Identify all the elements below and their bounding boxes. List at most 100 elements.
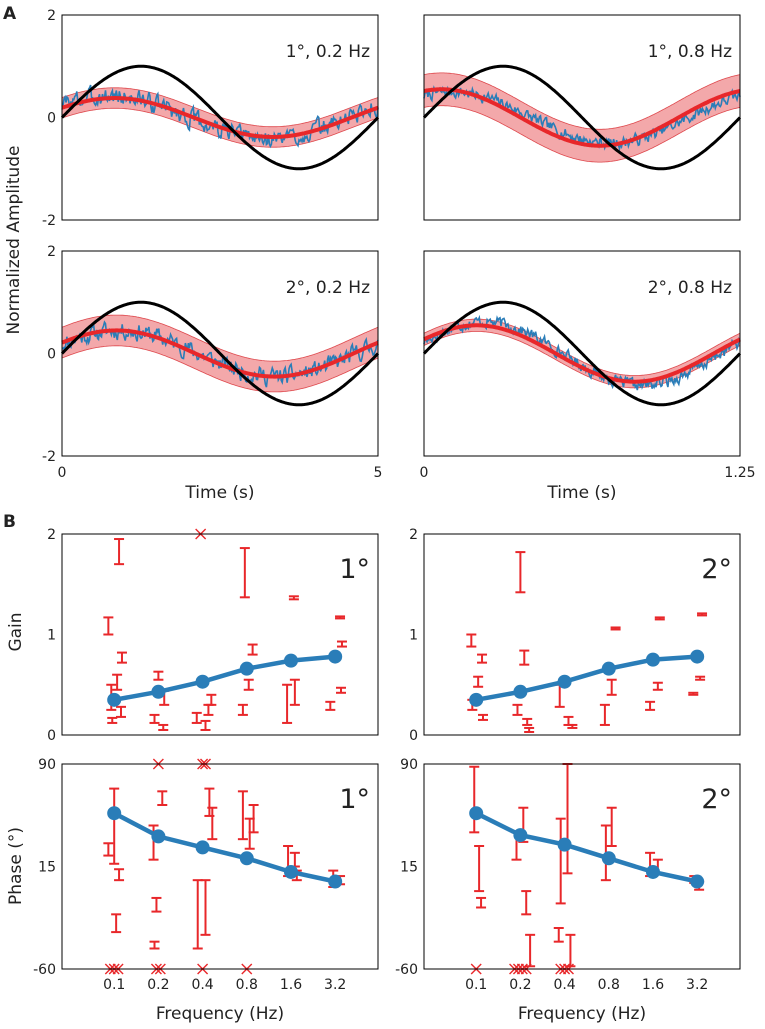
y-tick-label: 1	[409, 628, 418, 644]
errorbar-panel-B-gain-1deg: 0 1 2 1°	[47, 527, 379, 744]
sine-panel-A-1deg-0.2Hz: -2 0 2 1°, 0.2 Hz	[42, 8, 380, 229]
subject-errorbar	[335, 615, 346, 620]
subject-errorbar	[474, 845, 485, 893]
y-axis-label-amplitude: Normalized Amplitude	[4, 146, 24, 335]
mean-point	[645, 864, 660, 879]
panel-annotation: 2°, 0.2 Hz	[286, 278, 370, 298]
subject-errorbar	[525, 933, 536, 968]
mean-point	[601, 661, 616, 676]
subject-errorbar	[289, 851, 300, 868]
x-axis-label-time-left: Time (s)	[184, 483, 254, 503]
axes-frame	[423, 533, 741, 736]
mean-point	[151, 684, 166, 699]
x-tick-label: 3.2	[324, 977, 346, 993]
subject-errorbar	[521, 890, 532, 916]
subject-errorbar	[336, 686, 347, 694]
y-tick-label: -60	[395, 962, 418, 978]
mean-point	[557, 674, 572, 689]
response-trace	[423, 85, 741, 152]
stimulus-curve	[422, 300, 742, 407]
subject-errorbar	[114, 538, 125, 566]
subject-errorbar	[652, 681, 663, 691]
subject-errorbar	[151, 896, 162, 913]
subject-errorbar	[200, 719, 211, 731]
subject-errorbar	[239, 547, 250, 599]
subject-errorbar	[606, 806, 617, 847]
subject-errorbar	[567, 723, 578, 729]
y-axis-label-gain: Gain	[6, 612, 26, 651]
x-tick-label: 0.2	[147, 977, 169, 993]
y-tick-label: 2	[47, 8, 56, 24]
subject-errorbar	[237, 703, 248, 716]
subject-errorbar	[697, 612, 708, 617]
subject-errorbar	[107, 716, 118, 724]
subject-errorbar	[206, 693, 217, 706]
subject-errorbar	[112, 673, 123, 691]
subject-errorbar	[599, 703, 610, 726]
x-tick-label: 0	[58, 465, 67, 481]
panel-annotation: 2°	[701, 554, 732, 585]
mean-point	[557, 837, 572, 852]
mean-point	[328, 874, 343, 889]
axes-frame	[61, 533, 379, 736]
mean-line	[113, 654, 336, 703]
panel-annotation: 1°	[339, 554, 370, 585]
panel-label-a: A	[3, 4, 17, 24]
stimulus-curve	[60, 300, 380, 407]
subject-errorbar	[153, 670, 164, 681]
subject-errorbar	[203, 703, 214, 716]
panel-annotation: 1°, 0.8 Hz	[648, 42, 732, 62]
y-tick-label: 0	[47, 728, 56, 744]
x-tick-label: 0.4	[191, 977, 213, 993]
subject-errorbar	[114, 868, 125, 882]
stimulus-curve	[422, 64, 742, 171]
x-tick-label: 0.2	[509, 977, 531, 993]
subject-errorbar	[336, 640, 347, 648]
axes-frame	[61, 763, 379, 970]
subject-errorbar	[243, 678, 254, 691]
subject-errorbar	[111, 913, 122, 934]
subject-errorbar	[247, 643, 258, 656]
subject-errorbar	[149, 940, 160, 950]
mean-point	[283, 864, 298, 879]
y-tick-label: 2	[47, 244, 56, 260]
x-axis-label-frequency-left: Frequency (Hz)	[156, 1004, 284, 1024]
subject-errorbar	[476, 896, 487, 909]
axes-frame	[61, 250, 379, 457]
mean-line	[475, 654, 698, 703]
x-tick-label: 0.4	[553, 977, 575, 993]
subject-errorbar	[116, 705, 127, 718]
mean-point	[690, 649, 705, 664]
mean-point	[195, 840, 210, 855]
subject-errorbar	[149, 713, 160, 724]
errorbar-panel-B-phase-2deg: -60 15 90 0.1 0.2 0.4 0.8 1.6 3.2 2°	[395, 757, 741, 993]
mean-point	[601, 851, 616, 866]
x-tick-label: 0.8	[236, 977, 258, 993]
subject-errorbar	[469, 765, 480, 834]
fit-curve	[61, 328, 379, 379]
subject-errorbar	[688, 691, 699, 696]
subject-errorbar	[466, 633, 477, 648]
mean-point	[239, 661, 254, 676]
sine-panel-A-1deg-0.8Hz: 1°, 0.8 Hz	[422, 14, 742, 221]
mean-point	[469, 806, 484, 821]
subject-errorbar	[207, 806, 218, 841]
subject-errorbar	[157, 790, 168, 806]
stimulus-curve	[60, 64, 380, 171]
sine-panel-A-2deg-0.8Hz: 0 1.25 2°, 0.8 Hz	[420, 250, 756, 481]
subject-errorbar	[519, 649, 530, 666]
axes-frame	[423, 14, 741, 221]
fit-curve	[423, 323, 741, 384]
subject-errorbar	[565, 933, 576, 968]
subject-errorbar	[192, 879, 203, 950]
mean-point	[513, 684, 528, 699]
y-tick-label: -60	[33, 962, 56, 978]
subject-errorbar	[103, 842, 114, 857]
x-axis-label-time-right: Time (s)	[546, 483, 616, 503]
y-tick-label: 0	[47, 347, 56, 363]
axes-frame	[423, 250, 741, 457]
subject-errorbar	[288, 595, 299, 601]
subject-errorbar	[654, 616, 665, 621]
